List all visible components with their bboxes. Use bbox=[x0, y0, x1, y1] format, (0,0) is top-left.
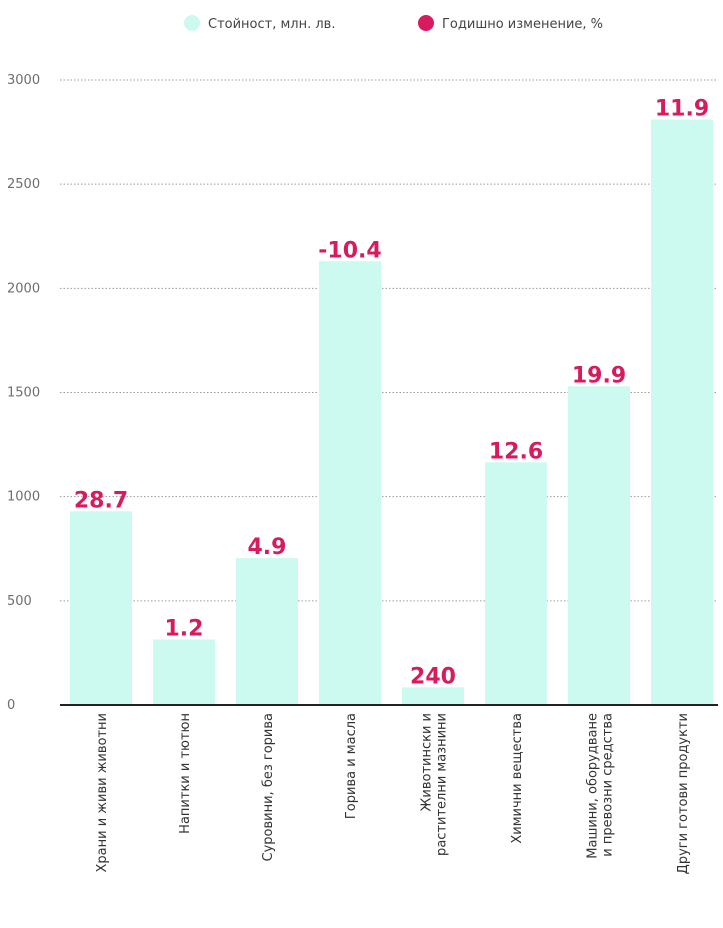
data-label-change: -10.4 bbox=[318, 238, 381, 263]
bar bbox=[402, 687, 464, 705]
y-axis-ticks: 0 500 1000 1500 2000 2500 3000 bbox=[7, 73, 40, 713]
bar bbox=[70, 511, 132, 705]
data-label-change: 11.9 bbox=[655, 97, 709, 122]
bar bbox=[651, 119, 713, 706]
legend-label-value: Стойност, млн. лв. bbox=[208, 17, 335, 32]
legend-label-change: Годишно изменение, % bbox=[442, 17, 603, 32]
x-tick-label: и превозни средства bbox=[601, 713, 616, 857]
x-tick-label: Храни и живи животни bbox=[95, 713, 110, 873]
x-tick-label: растителни мазнини bbox=[435, 713, 450, 856]
legend-swatch-value bbox=[184, 15, 200, 31]
data-label-change: 12.6 bbox=[489, 439, 543, 464]
bar bbox=[485, 462, 547, 705]
chart-legend: Стойност, млн. лв. Годишно изменение, % bbox=[184, 15, 603, 32]
x-axis-labels: Храни и живи животни Напитки и тютюн Суров… bbox=[95, 713, 691, 874]
x-tick-label: Машини, оборудване bbox=[586, 713, 601, 859]
x-tick-label: Химични вещества bbox=[510, 713, 525, 844]
bar bbox=[153, 639, 215, 705]
y-tick-label: 500 bbox=[7, 594, 32, 609]
y-tick-label: 1500 bbox=[7, 386, 40, 401]
data-label-change: 28.7 bbox=[74, 488, 128, 513]
x-tick-label: Други готови продукти bbox=[676, 713, 691, 874]
data-label-change: 4.9 bbox=[248, 535, 287, 560]
y-tick-label: 0 bbox=[7, 698, 15, 713]
data-label-change: 19.9 bbox=[572, 363, 626, 388]
data-label-change: 1.2 bbox=[165, 616, 204, 641]
y-tick-label: 2000 bbox=[7, 281, 40, 296]
x-tick-label: Животински и bbox=[420, 713, 435, 812]
gridlines bbox=[60, 79, 718, 602]
bar bbox=[568, 386, 630, 705]
bar bbox=[319, 261, 381, 705]
x-tick-label: Суровини, без горива bbox=[261, 713, 276, 861]
x-tick-label: Горива и масла bbox=[344, 713, 359, 819]
x-tick-label: Напитки и тютюн bbox=[178, 713, 193, 834]
y-tick-label: 2500 bbox=[7, 177, 40, 192]
bars bbox=[70, 119, 713, 706]
y-tick-label: 3000 bbox=[7, 73, 40, 88]
bar bbox=[236, 558, 298, 705]
data-labels: 28.7 1.2 4.9 -10.4 240 12.6 19.9 11.9 bbox=[74, 97, 709, 690]
y-tick-label: 1000 bbox=[7, 490, 40, 505]
data-label-change: 240 bbox=[410, 664, 456, 689]
legend-swatch-change bbox=[418, 15, 434, 31]
